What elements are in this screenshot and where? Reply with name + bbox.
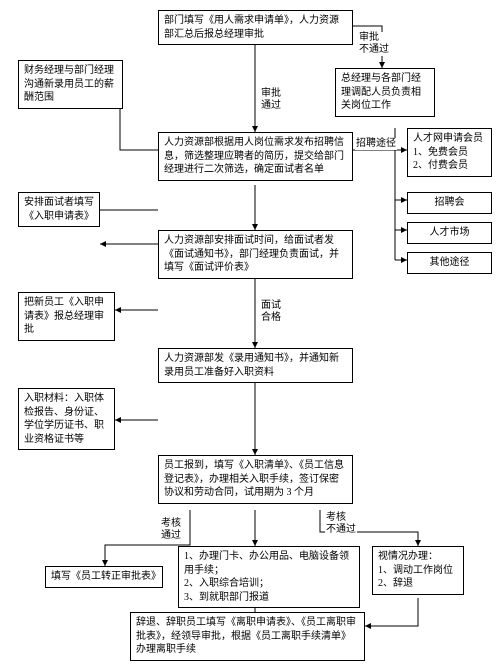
label-recruit-route: 招聘途径 [355,138,397,150]
node-onboard-steps: 1、办理门卡、办公用品、电脑设备领用手续； 2、入职综合培训； 3、到就职部门报… [178,546,360,608]
node-route-web: 人才网申请会员 1、免费会员 2、付费会员 [407,128,492,177]
label-approval-fail: 审批 不通过 [358,32,390,56]
node-offer: 人力资源部发《录用通知书》，并通知新录用员工准备好入职资料 [158,348,353,383]
node-approval-fail: 总经理与各部门经理调配人员负责相关岗位工作 [335,68,435,117]
label-approval-pass: 审批 通过 [260,88,282,112]
node-route-market: 人才市场 [407,222,492,244]
node-onboard-docs: 入职材料：入职体检报告、身份证、学位学历证书、职业资格证书等 [18,388,115,450]
label-probation-fail: 考核 不通过 [325,512,357,536]
node-interview: 人力资源部安排面试时间，给面试者发《面试通知书》，部门经理负责面试，并填写《面试… [158,230,353,279]
node-interview-apply: 安排面试者填写《入职申请表》 [18,192,100,227]
node-report-in: 员工报到，填写《入职清单》、《员工信息登记表》，办理相关入职手续，签订保密协议和… [158,455,353,504]
node-submit-for-approval: 把新员工《入职申请表》报总经理审批 [18,292,115,341]
node-probation-pass: 填写《员工转正审批表》 [45,566,163,588]
node-probation-fail: 视情况办理： 1、调动工作岗位 2、辞退 [372,546,464,595]
node-salary-range: 财务经理与部门经理沟通新录用员工的薪酬范围 [18,60,123,109]
node-route-jobfair: 招聘会 [407,192,492,214]
node-publish-screen: 人力资源部根据用人岗位需求发布招聘信息，筛选整理应聘者的简历，提交给部门经理进行… [158,132,353,181]
node-route-other: 其他途径 [407,252,492,274]
node-leave: 辞退、辞职员工填写《离职申请表》、《员工离职审批表》，经领导审批，根据《员工离职… [130,612,365,661]
label-interview-pass: 面试 合格 [260,300,282,324]
label-probation-pass: 考核 通过 [160,518,182,542]
node-start: 部门填写《用人需求申请单》，人力资源部汇总后报总经理审批 [158,10,353,45]
